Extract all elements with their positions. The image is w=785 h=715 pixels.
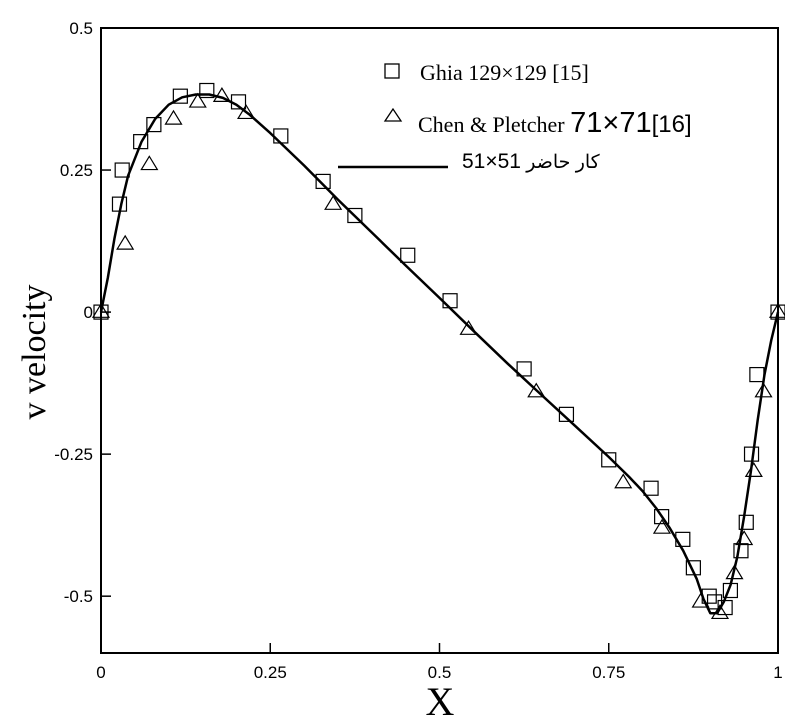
legend-triangle-marker	[383, 107, 403, 122]
chen-point	[744, 462, 763, 477]
ghia-point	[558, 406, 575, 422]
chen-point	[652, 518, 672, 534]
data-marks	[91, 82, 785, 620]
chen-point	[164, 109, 183, 125]
chen-point	[725, 564, 744, 580]
legend: Ghia 129×129 [15] Chen & Pletcher 71×71[…	[338, 60, 692, 173]
ghia-point	[738, 514, 754, 530]
y-axis-title: v velocity	[16, 284, 53, 419]
ghia-point	[111, 196, 128, 212]
x-tick-label: 1	[773, 663, 782, 682]
chen-point	[116, 234, 135, 250]
legend-chen-label: Chen & Pletcher 71×71[16]	[418, 107, 692, 139]
x-tick-label: 0	[96, 663, 105, 682]
ghia-point	[743, 446, 760, 462]
legend-ghia-label: Ghia 129×129 [15]	[420, 60, 589, 85]
y-tick-label: -0.5	[64, 587, 93, 606]
chen-point	[614, 473, 633, 489]
ghia-point	[114, 162, 130, 178]
chen-point	[188, 92, 207, 108]
ghia-point	[717, 599, 733, 616]
chen-point	[735, 530, 754, 546]
ghia-point	[701, 588, 717, 604]
chen-point	[237, 104, 256, 120]
ghia-point	[516, 361, 532, 377]
y-tick-label: 0.5	[69, 19, 93, 38]
ghia-point	[643, 480, 659, 496]
ghia-point	[442, 293, 458, 309]
chen-point	[754, 382, 773, 398]
ghia-point	[733, 543, 749, 559]
legend-square-marker	[384, 63, 400, 79]
y-tick-label: 0	[84, 303, 93, 322]
chen-point	[459, 319, 478, 335]
axis-ticks: 0 0.25 0.5 0.75 1 0.5 0.25 0 -0.25 -0.5	[54, 19, 782, 682]
ghia-point	[347, 207, 363, 224]
ghia-point	[601, 452, 617, 468]
x-axis-title: X	[426, 679, 455, 715]
y-tick-label: 0.25	[60, 161, 93, 180]
ghia-point	[315, 173, 331, 190]
y-tick-label: -0.25	[54, 445, 93, 464]
chen-point	[527, 382, 546, 398]
legend-present-label: کار حاضر 51×51	[462, 150, 601, 173]
ghia-point	[770, 304, 785, 320]
chen-point	[691, 592, 710, 608]
ghia-point	[230, 94, 247, 110]
ghia-point	[722, 582, 739, 599]
ghia-point	[749, 366, 765, 383]
ghia-point	[273, 128, 289, 144]
ghia-point	[172, 88, 188, 104]
ghia-point	[400, 247, 416, 263]
ghia-point	[675, 531, 691, 547]
ghia-point	[133, 134, 149, 150]
x-tick-label: 0.25	[254, 663, 287, 682]
x-tick-label: 0.5	[428, 663, 452, 682]
chen-point	[324, 194, 343, 210]
ghia-point	[146, 116, 162, 133]
chen-point	[768, 302, 785, 318]
ghia-point	[685, 560, 701, 576]
chen-point	[91, 302, 111, 318]
present-work-line	[99, 93, 780, 615]
chen-point	[212, 87, 231, 102]
ghia-point	[706, 594, 723, 610]
chen-point	[710, 604, 730, 620]
x-tick-label: 0.75	[592, 663, 625, 682]
ghia-point	[654, 509, 670, 525]
ghia-point	[199, 82, 215, 99]
chen-point	[140, 155, 159, 171]
ghia-point	[93, 304, 109, 320]
